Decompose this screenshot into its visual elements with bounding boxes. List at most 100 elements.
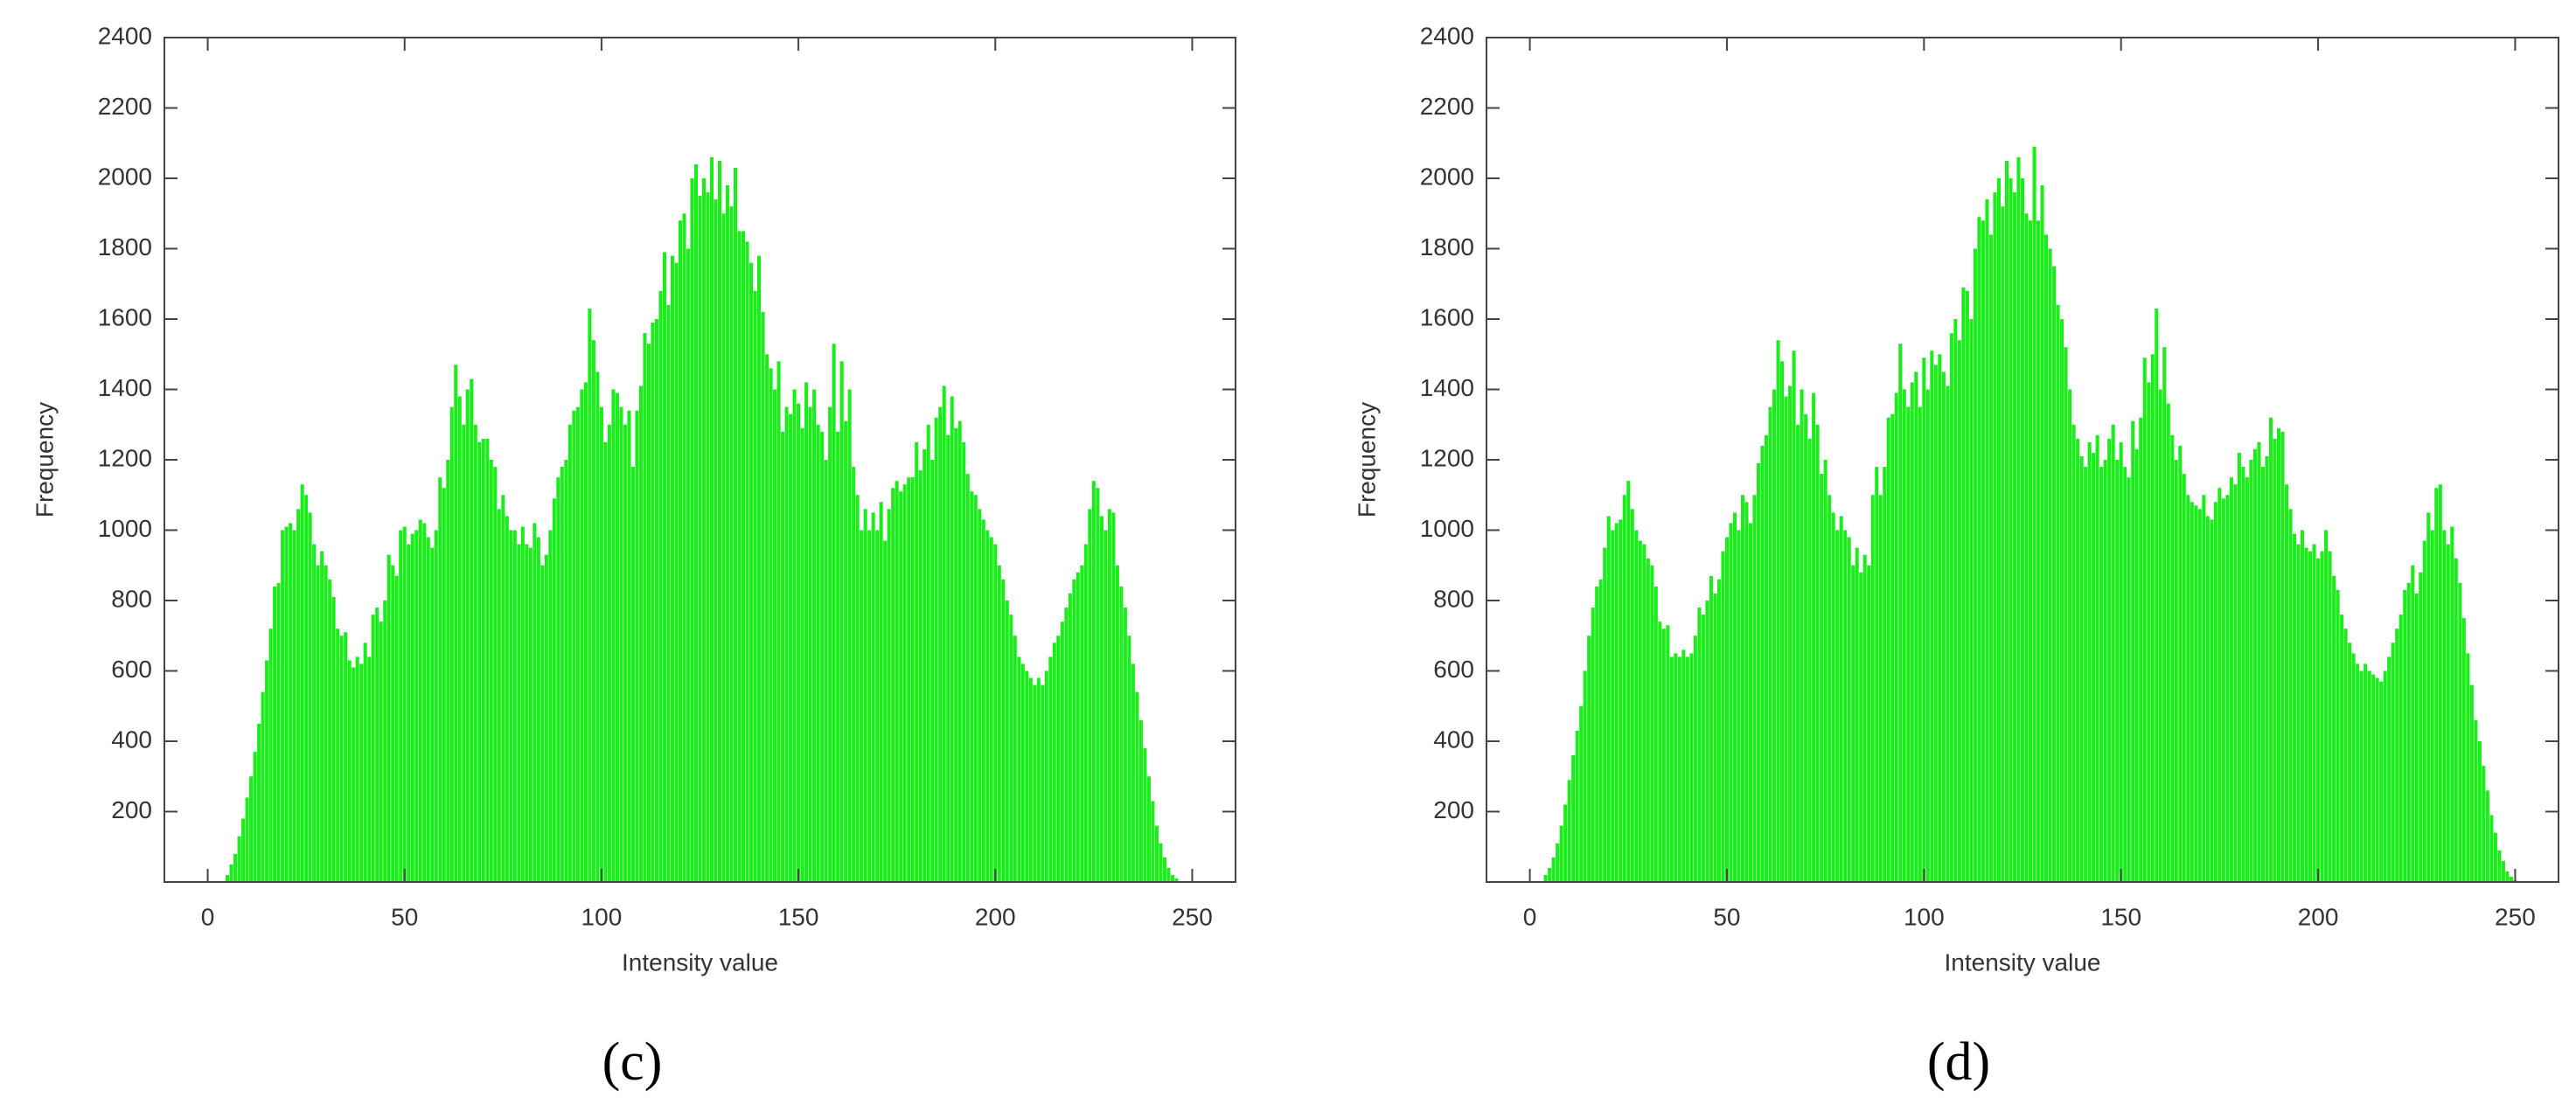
histogram-bar <box>257 723 261 882</box>
histogram-bar <box>1760 445 1765 882</box>
histogram-bar <box>2210 519 2214 882</box>
histogram-bar <box>635 410 639 882</box>
histogram-bar <box>1965 290 1969 882</box>
histogram-bar <box>485 438 490 882</box>
histogram-bar <box>560 467 564 882</box>
histogram-bar <box>2107 438 2112 882</box>
histogram-bar <box>2340 615 2344 882</box>
histogram-bar <box>670 255 675 882</box>
histogram-bar <box>2383 670 2387 882</box>
y-tick-label: 1200 <box>98 444 152 471</box>
histogram-bar <box>607 424 611 882</box>
histogram-bar <box>1642 544 1647 882</box>
histogram-bar <box>1693 635 1697 882</box>
histogram-bar <box>2162 347 2167 882</box>
histogram-bar <box>2430 530 2434 882</box>
histogram-bar <box>682 213 686 882</box>
histogram-bar <box>1119 586 1124 882</box>
histogram-bar <box>2414 593 2419 882</box>
histogram-bar <box>572 410 576 882</box>
histogram-bar <box>749 262 754 883</box>
histogram-bar <box>1123 608 1127 882</box>
histogram-bar <box>690 178 694 882</box>
histogram-bar <box>2391 642 2395 882</box>
histogram-bar <box>1096 488 1100 882</box>
histogram-bar <box>1748 523 1753 882</box>
histogram-bar <box>336 628 340 882</box>
histogram-bar <box>662 252 666 882</box>
histogram-bar <box>414 530 419 882</box>
histogram-bar <box>915 441 919 882</box>
histogram-bar <box>2426 512 2431 882</box>
x-tick-label: 200 <box>975 903 1016 930</box>
histogram-bar <box>2158 389 2162 882</box>
histogram-bar <box>1843 530 1848 882</box>
histogram-bar <box>1603 547 1607 882</box>
histogram-bar <box>1630 509 1634 882</box>
y-tick-label: 200 <box>1433 796 1474 823</box>
histogram-bar <box>1855 547 1859 882</box>
histogram-bar <box>1780 361 1785 882</box>
histogram-bar <box>1626 481 1631 882</box>
histogram-bar <box>2071 424 2076 882</box>
histogram-bar <box>2343 628 2348 882</box>
histogram-bar <box>2155 308 2159 882</box>
histogram-bar <box>1890 413 1895 882</box>
histogram-bar <box>292 530 296 882</box>
histogram-bar <box>1619 519 1623 882</box>
histogram-bar <box>918 470 922 882</box>
y-tick-label: 2400 <box>98 22 152 49</box>
x-tick-label: 200 <box>2298 903 2339 930</box>
histogram-bar <box>1875 467 1879 882</box>
histogram-bar <box>654 319 658 882</box>
histogram-bar <box>1985 199 1989 882</box>
histogram-bar <box>1606 516 1611 882</box>
histogram-bar <box>630 467 635 882</box>
histogram-bar <box>1151 801 1155 882</box>
histogram-bar <box>1996 178 2001 882</box>
histogram-bar <box>1543 874 1548 882</box>
histogram-bar <box>2131 420 2135 883</box>
histogram-bar <box>2241 467 2245 882</box>
histogram-bar <box>462 424 466 882</box>
histogram-bar <box>2292 533 2297 882</box>
histogram-bar <box>2450 526 2454 882</box>
histogram-bar <box>836 431 840 882</box>
histogram-bar <box>442 488 446 882</box>
y-tick-label: 400 <box>111 726 152 753</box>
histogram-bar <box>989 537 993 882</box>
histogram-bar <box>1091 481 1096 882</box>
histogram-bar <box>2001 206 2005 882</box>
histogram-bar <box>784 406 789 882</box>
histogram-bar <box>575 406 580 882</box>
histogram-bar <box>2320 551 2324 882</box>
histogram-bar <box>454 365 458 882</box>
histogram-bar <box>860 530 864 882</box>
histogram-bar <box>2348 642 2352 882</box>
histogram-bar <box>1867 565 1871 882</box>
histogram-bar <box>1922 358 1926 882</box>
x-tick-label: 150 <box>778 903 819 930</box>
x-tick-label: 100 <box>1904 903 1945 930</box>
histogram-bar <box>339 635 344 882</box>
y-tick-label: 2000 <box>98 163 152 190</box>
histogram-bar <box>276 582 281 882</box>
histogram-bar <box>2454 558 2458 882</box>
histogram-bar <box>2166 403 2170 883</box>
histogram-bar <box>300 484 304 882</box>
histogram-bar <box>2076 438 2080 882</box>
histogram-bar <box>1677 656 1681 882</box>
x-tick-label: 0 <box>1523 903 1537 930</box>
histogram-bar <box>2111 424 2115 882</box>
histogram-bar <box>2398 615 2403 882</box>
histogram-bar <box>957 420 962 883</box>
histogram-bar <box>2505 871 2510 882</box>
histogram-bar <box>1941 372 1946 882</box>
histogram-bar <box>1729 523 1733 882</box>
histogram-bar <box>2009 178 2013 882</box>
histogram-bar <box>721 213 726 882</box>
histogram-bar <box>1068 593 1072 882</box>
histogram-bar <box>320 551 324 882</box>
histogram-bar <box>2084 467 2088 882</box>
